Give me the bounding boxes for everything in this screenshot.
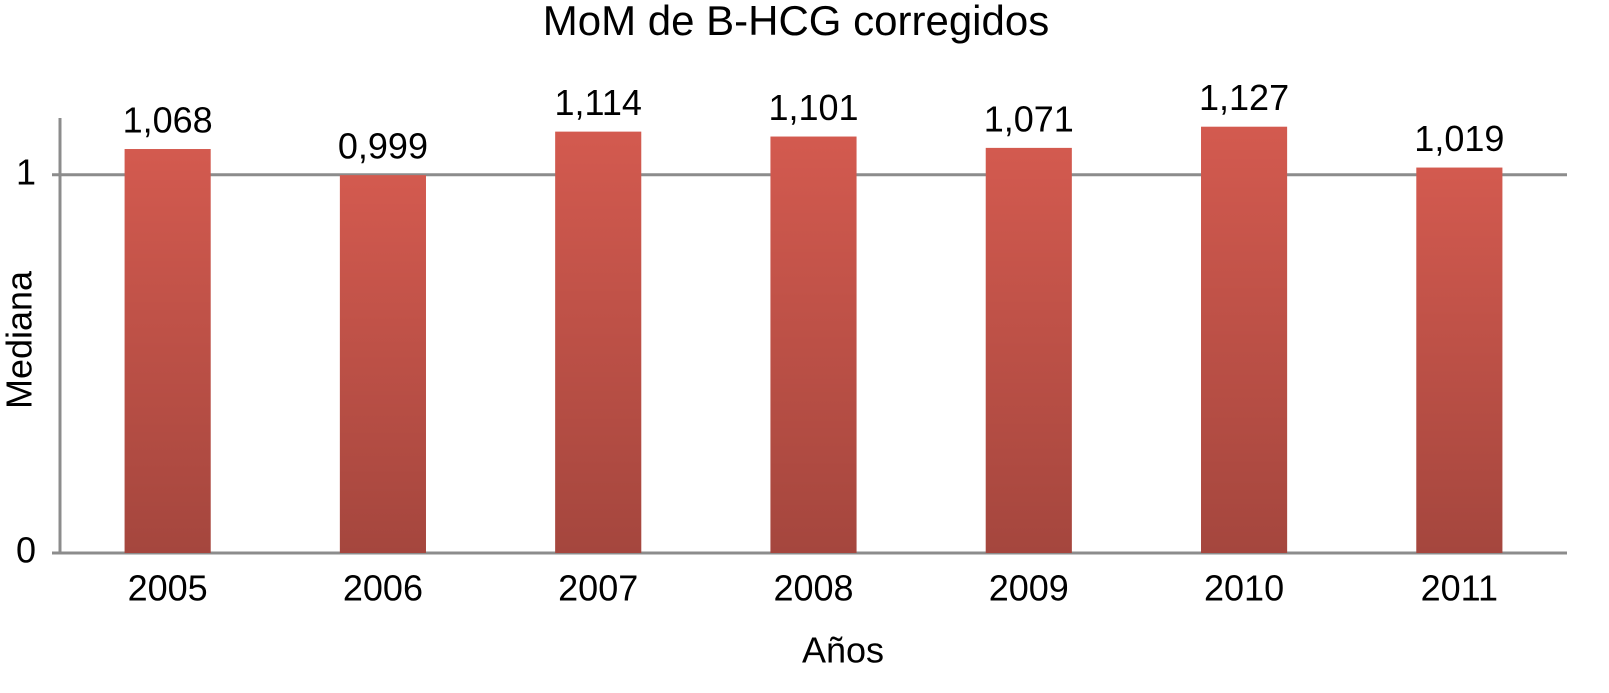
bar-shade [1201,126,1288,553]
data-label: 1,114 [555,82,642,123]
x-tick-label: 2008 [773,568,853,609]
x-tick-label: 2005 [128,568,208,609]
x-tick-label: 2010 [1204,568,1284,609]
x-tick-label: 2009 [989,568,1069,609]
data-label: 1,068 [123,100,213,141]
bar-shade [339,175,426,554]
data-label: 0,999 [338,126,428,167]
x-tick-label: 2011 [1421,568,1498,609]
y-tick-label: 0 [16,530,36,571]
data-label: 1,071 [984,98,1074,139]
bar-shade [985,147,1072,553]
bar-shade [555,131,642,554]
chart-title: MoM de B-HCG corregidos [543,0,1049,44]
data-label: 1,127 [1199,77,1289,118]
y-tick-label: 1 [16,151,36,192]
x-tick-label: 2006 [343,568,423,609]
bar-shade [124,149,211,553]
data-label: 1,019 [1414,118,1504,159]
bar-shade [1416,167,1503,553]
y-axis-label: Mediana [0,270,40,409]
data-label: 1,101 [768,87,858,128]
bar-shade [770,136,857,553]
x-tick-label: 2007 [558,568,638,609]
x-axis-label: Años [802,630,884,671]
